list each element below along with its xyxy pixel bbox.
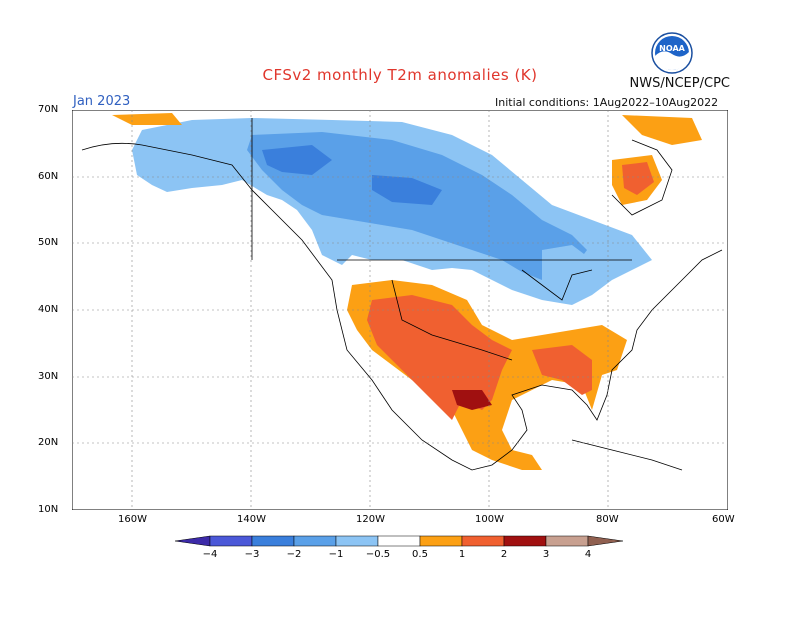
legend-arrow-high [587, 535, 624, 547]
map-title: CFSv2 monthly T2m anomalies (K) [262, 66, 538, 84]
lon-label-80w: 80W [596, 514, 619, 525]
lon-label-60w: 60W [712, 514, 735, 525]
legend-swatch [209, 535, 253, 547]
legend-swatch [503, 535, 547, 547]
legend-swatch [377, 535, 421, 547]
legend-arrow-low [174, 535, 211, 547]
lat-label-40: 40N [38, 304, 59, 315]
legend-tick: 3 [543, 549, 549, 560]
logo-text: NOAA [659, 44, 685, 53]
legend-swatch [461, 535, 505, 547]
lat-label-30: 30N [38, 371, 59, 382]
legend-tick: −3 [245, 549, 260, 560]
legend-tick: −2 [287, 549, 302, 560]
legend-swatch [251, 535, 295, 547]
forecast-month: Jan 2023 [73, 94, 131, 109]
legend-tick: 2 [501, 549, 507, 560]
noaa-logo-icon: NOAA [651, 32, 693, 74]
color-legend: −4 −3 −2 −1 −0.5 0.5 1 2 3 4 [174, 535, 624, 560]
coastlines [81, 118, 723, 471]
legend-tick: 4 [585, 549, 591, 560]
grid-lines [72, 110, 728, 510]
legend-tick: −4 [203, 549, 218, 560]
lat-label-60: 60N [38, 171, 59, 182]
legend-tick: −1 [329, 549, 344, 560]
legend-swatch [293, 535, 337, 547]
lon-label-100w: 100W [475, 514, 504, 525]
lat-label-20: 20N [38, 437, 59, 448]
lat-label-10: 10N [38, 504, 59, 515]
initial-conditions: Initial conditions: 1Aug2022–10Aug2022 [495, 96, 719, 109]
legend-tick: −0.5 [366, 549, 390, 560]
anomaly-map [72, 110, 728, 510]
lon-label-140w: 140W [237, 514, 266, 525]
legend-tick: 1 [459, 549, 465, 560]
lat-label-70: 70N [38, 104, 59, 115]
legend-swatch [335, 535, 379, 547]
legend-tick: 0.5 [412, 549, 428, 560]
lon-label-120w: 120W [356, 514, 385, 525]
lat-label-50: 50N [38, 237, 59, 248]
legend-swatch [545, 535, 589, 547]
lon-label-160w: 160W [118, 514, 147, 525]
legend-swatch [419, 535, 463, 547]
agency-label: NWS/NCEP/CPC [629, 76, 730, 91]
